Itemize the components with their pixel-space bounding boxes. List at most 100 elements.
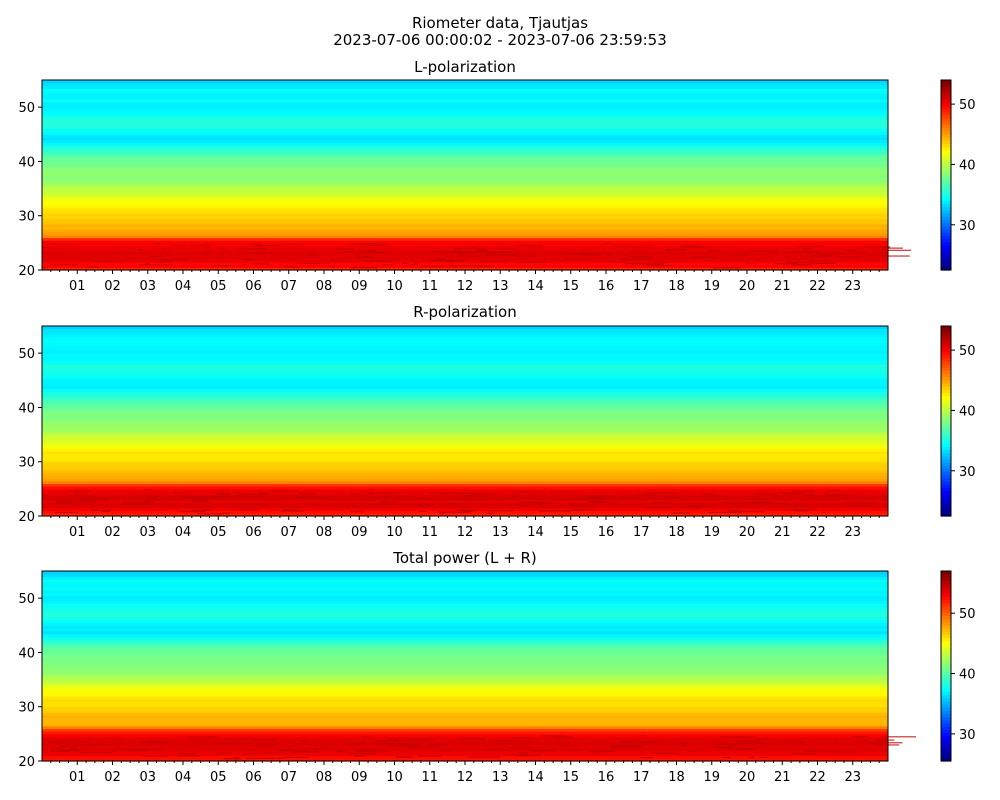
heatmap-row	[42, 576, 888, 580]
heatmap-streak	[518, 752, 529, 754]
heatmap-streak	[361, 251, 386, 254]
heatmap-row	[42, 328, 888, 333]
y-tick-label: 50	[18, 101, 35, 116]
heatmap-streak	[334, 248, 354, 250]
colorbar-tick-label: 50	[959, 98, 976, 113]
heatmap-row	[42, 404, 888, 409]
heatmap-streak	[439, 512, 445, 515]
heatmap-row	[42, 223, 888, 228]
x-tick-label: 18	[668, 770, 685, 785]
heatmap-row	[42, 361, 888, 365]
colorbar-segment	[941, 83, 951, 87]
heatmap-row	[42, 242, 888, 247]
heatmap-streak	[453, 248, 485, 250]
heatmap-row	[42, 755, 888, 759]
colorbar-segment	[941, 468, 951, 473]
colorbar-segment	[941, 484, 951, 489]
heatmap-streak	[353, 753, 376, 755]
heatmap-row	[42, 407, 888, 411]
heatmap-streak	[477, 265, 492, 268]
colorbar-segment	[941, 487, 951, 492]
heatmap-streak	[566, 509, 584, 512]
heatmap-streak	[306, 747, 319, 749]
colorbar-segment	[941, 634, 951, 639]
heatmap-streak	[827, 490, 840, 492]
heatmap-streak	[263, 752, 285, 754]
heatmap-row	[42, 101, 888, 106]
heatmap-streak	[187, 736, 219, 738]
heatmap-streak	[474, 250, 489, 252]
heatmap-streak	[553, 736, 574, 738]
y-tick-label: 20	[18, 755, 35, 770]
heatmap-row	[42, 649, 888, 654]
heatmap-streak	[882, 736, 916, 738]
heatmap-streak	[348, 743, 354, 745]
heatmap-row	[42, 366, 888, 371]
heatmap-streak	[152, 242, 161, 245]
colorbar-segment	[941, 235, 951, 239]
heatmap-row	[42, 581, 888, 586]
heatmap-row	[42, 191, 888, 195]
heatmap-streak	[282, 266, 300, 268]
heatmap-streak	[844, 502, 878, 504]
heatmap-row	[42, 185, 888, 190]
heatmap-streak	[352, 749, 377, 751]
x-tick-label: 04	[175, 525, 192, 540]
heatmap-row	[42, 655, 888, 659]
x-tick-label: 12	[457, 770, 474, 785]
heatmap-streak	[242, 753, 257, 755]
heatmap-row	[42, 326, 888, 330]
x-tick-label: 03	[139, 770, 156, 785]
heatmap-streak	[396, 743, 420, 745]
heatmap-row	[42, 161, 888, 165]
heatmap-streak	[560, 749, 581, 751]
heatmap-streak	[574, 498, 595, 500]
colorbar-segment	[941, 653, 951, 658]
heatmap-row	[42, 459, 888, 463]
colorbar-segment	[941, 143, 951, 148]
colorbar-segment	[941, 726, 951, 730]
heatmap-streak	[702, 493, 714, 495]
colorbar-segment	[941, 574, 951, 578]
heatmap-row	[42, 139, 888, 144]
colorbar-segment	[941, 612, 951, 616]
heatmap-row	[42, 469, 888, 474]
x-tick-label: 23	[844, 279, 861, 294]
heatmap-row	[42, 480, 888, 485]
heatmap-streak	[293, 496, 302, 499]
heatmap-row	[42, 107, 888, 111]
colorbar-segment	[941, 716, 951, 721]
heatmap-streak	[374, 740, 394, 742]
heatmap-row	[42, 137, 888, 141]
heatmap-streak	[844, 505, 872, 507]
heatmap-streak	[174, 492, 183, 494]
heatmap-streak	[142, 499, 168, 501]
heatmap-row	[42, 614, 888, 618]
heatmap-streak	[646, 265, 674, 267]
heatmap-streak	[373, 743, 394, 745]
heatmap-row	[42, 584, 888, 588]
colorbar-segment	[941, 175, 951, 179]
heatmap-streak	[151, 255, 163, 258]
heatmap-streak	[50, 243, 77, 245]
heatmap-streak	[438, 511, 471, 513]
heatmap-streak	[348, 505, 359, 507]
colorbar-segment	[941, 200, 951, 205]
heatmap-row	[42, 131, 888, 135]
heatmap-row	[42, 134, 888, 138]
x-tick-label: 10	[386, 279, 403, 294]
heatmap-row	[42, 158, 888, 163]
heatmap-streak	[621, 258, 654, 260]
heatmap-streak	[243, 258, 254, 260]
colorbar-segment	[941, 436, 951, 441]
colorbar-segment	[941, 503, 951, 508]
heatmap-streak	[413, 262, 419, 264]
heatmap-row	[42, 461, 888, 466]
heatmap-streak	[715, 746, 733, 748]
heatmap-streak	[196, 513, 223, 515]
colorbar-segment	[941, 459, 951, 463]
colorbar-segment	[941, 383, 951, 387]
heatmap-streak	[300, 496, 329, 498]
heatmap-row	[42, 385, 888, 390]
heatmap-row	[42, 600, 888, 605]
